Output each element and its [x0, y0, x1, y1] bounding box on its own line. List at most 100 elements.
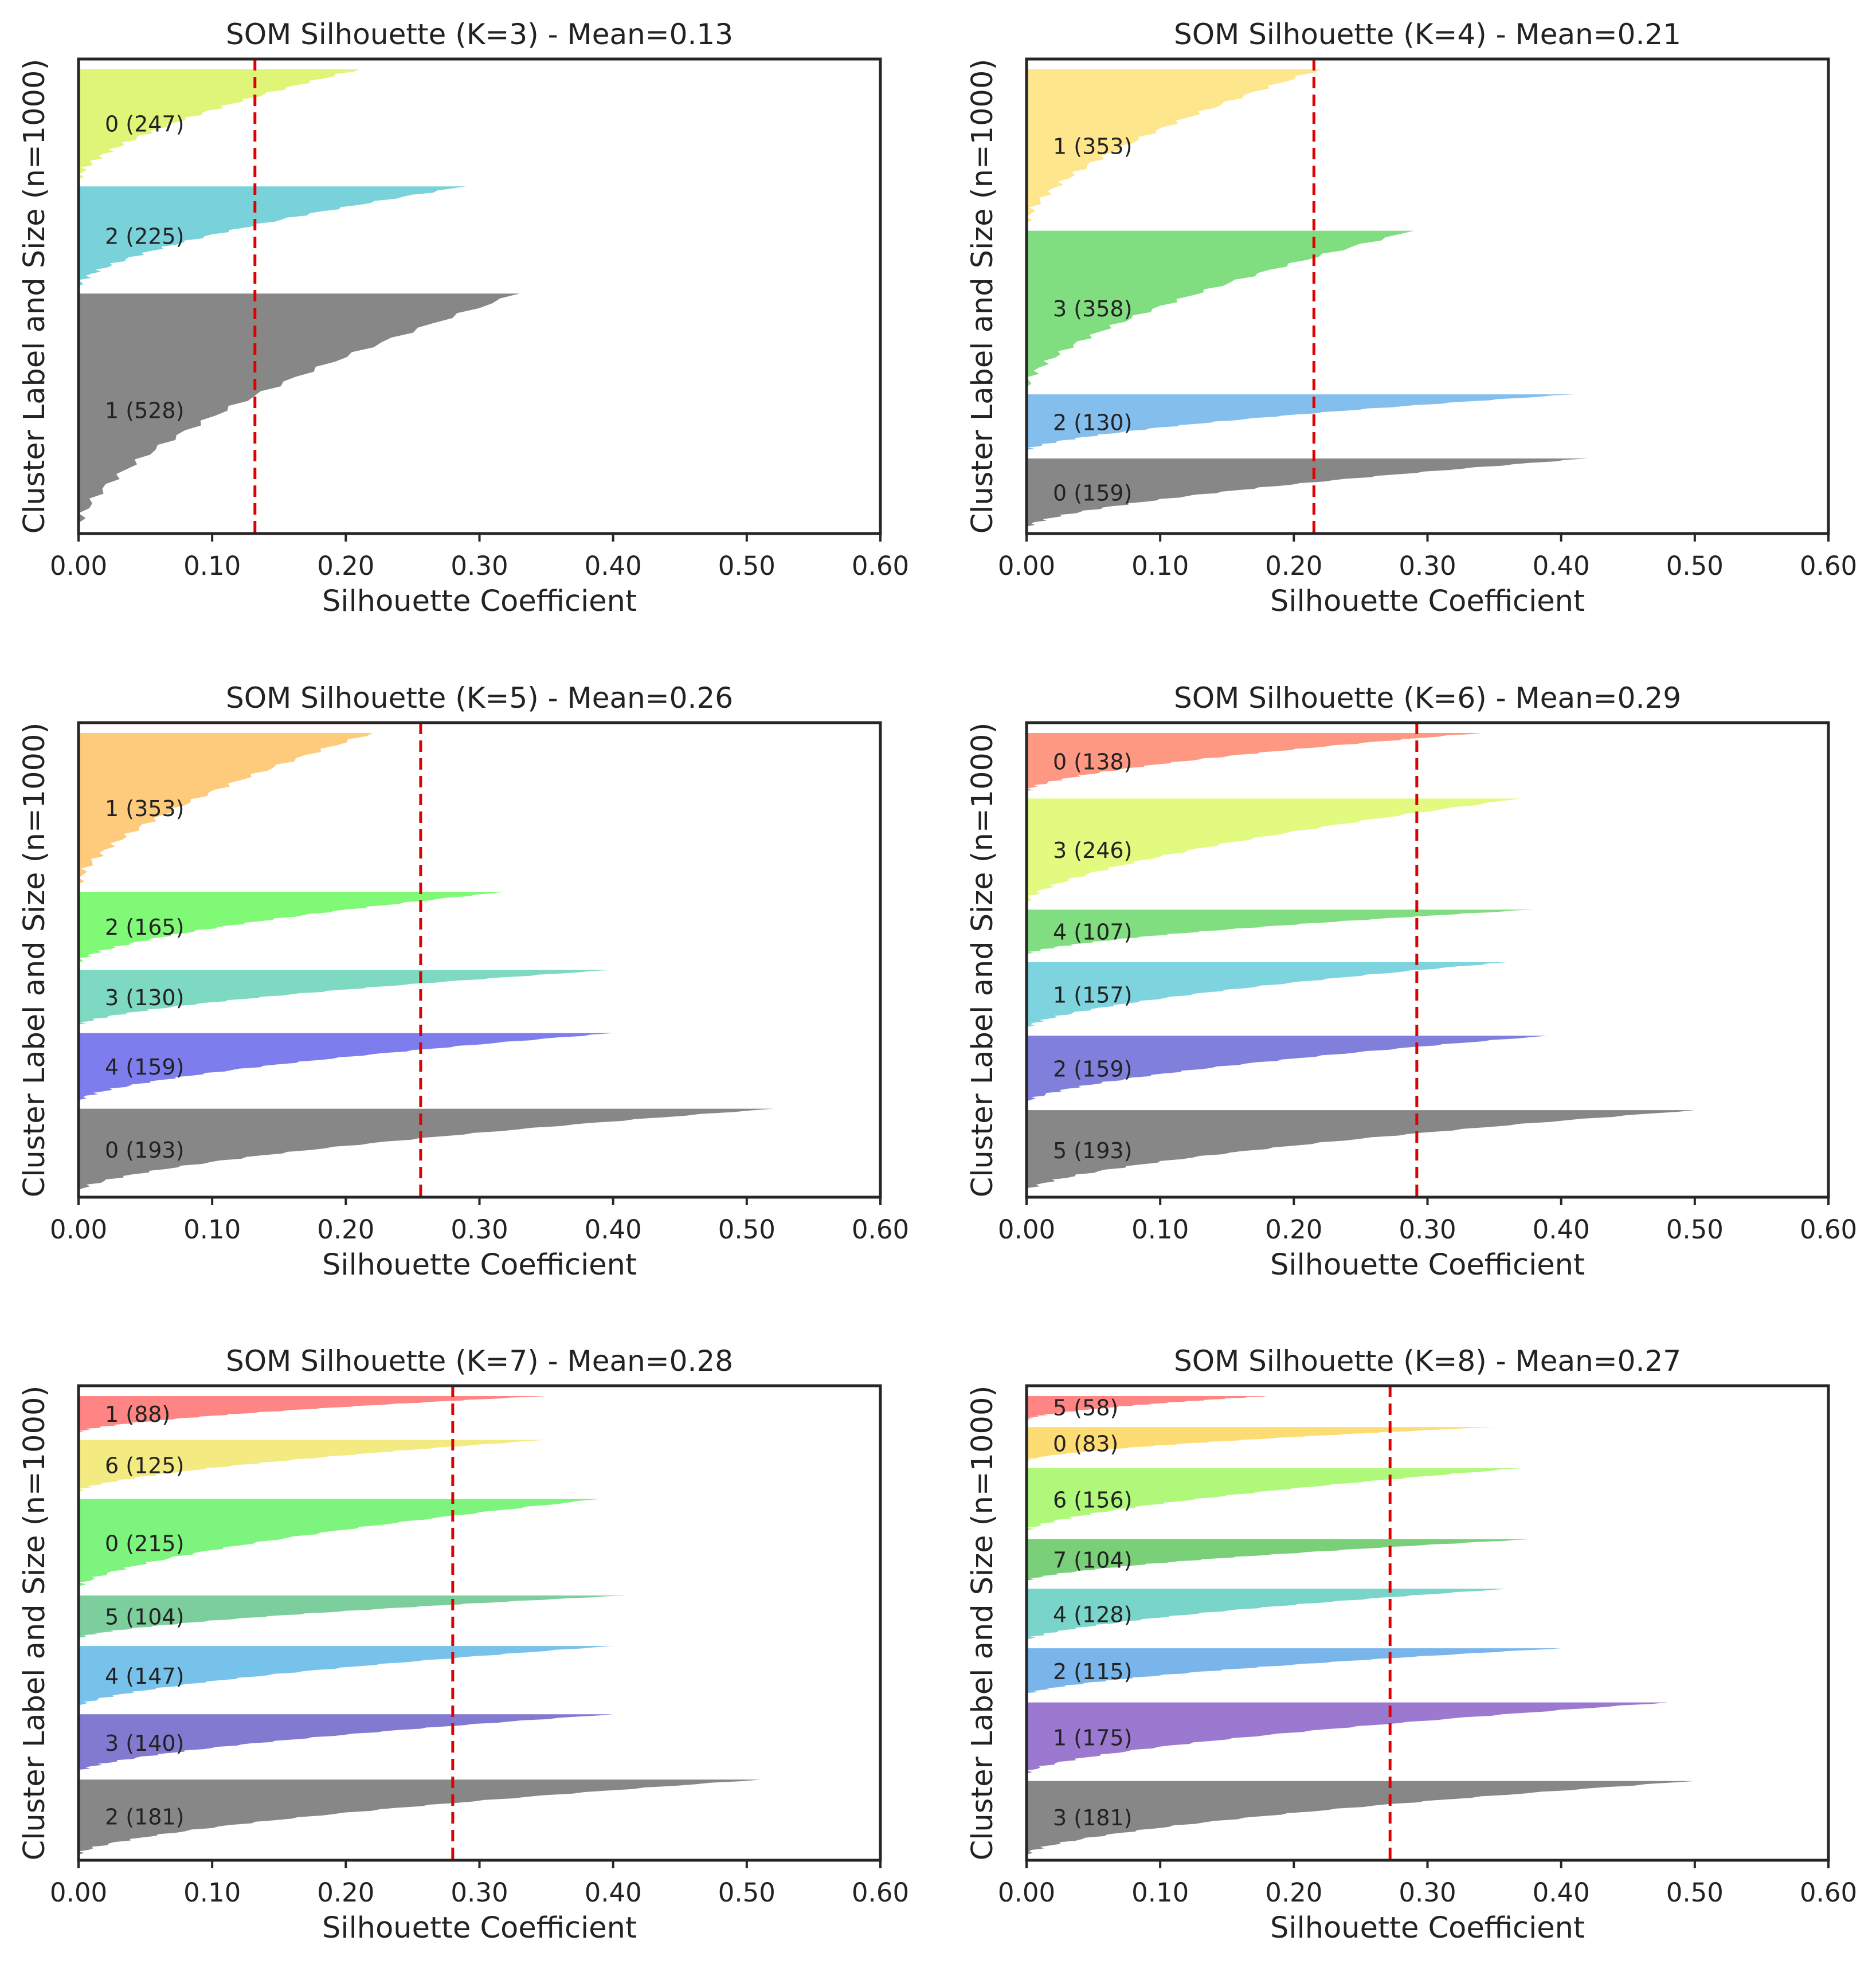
x-tick-label: 0.40 — [585, 1214, 642, 1245]
x-axis-label: Silhouette Coefficient — [322, 1911, 637, 1945]
x-tick-label: 0.20 — [317, 1877, 374, 1908]
cluster-label: 0 (215) — [105, 1531, 184, 1556]
cluster-silhouette — [79, 1595, 626, 1639]
cluster-silhouette — [79, 733, 373, 884]
x-tick-label: 0.40 — [1533, 1877, 1590, 1908]
x-tick-label: 0.10 — [1131, 1214, 1189, 1245]
chart-title: SOM Silhouette (K=3) - Mean=0.13 — [226, 18, 733, 51]
cluster-silhouette — [79, 293, 520, 528]
panel-3: SOM Silhouette (K=5) - Mean=0.26 1 (353) 2… — [18, 681, 909, 1282]
x-tick-label: 0.60 — [1800, 1877, 1857, 1908]
x-tick-label: 0.50 — [1666, 1877, 1724, 1908]
cluster-label: 5 (58) — [1053, 1395, 1118, 1421]
cluster-label: 2 (130) — [1053, 410, 1132, 436]
panel-1: SOM Silhouette (K=3) - Mean=0.13 0 (247) 2… — [18, 18, 909, 618]
x-tick-label: 0.10 — [1131, 551, 1189, 581]
cluster-label: 4 (159) — [105, 1054, 184, 1080]
y-axis-label: Cluster Label and Size (n=1000) — [18, 1386, 52, 1861]
x-tick-label: 0.10 — [183, 551, 241, 581]
cluster-silhouette — [1027, 1702, 1669, 1774]
chart-title: SOM Silhouette (K=4) - Mean=0.21 — [1174, 18, 1681, 51]
cluster-label: 1 (88) — [105, 1402, 170, 1427]
panel-2: SOM Silhouette (K=4) - Mean=0.21 1 (353) 3… — [966, 18, 1857, 618]
cluster-label: 2 (115) — [1053, 1659, 1132, 1684]
x-tick-label: 0.10 — [1131, 1877, 1189, 1908]
x-axis-label: Silhouette Coefficient — [322, 585, 637, 618]
cluster-label: 0 (138) — [1053, 750, 1132, 775]
x-tick-label: 0.20 — [1265, 551, 1322, 581]
cluster-silhouette — [79, 1646, 613, 1707]
x-tick-label: 0.20 — [1265, 1877, 1322, 1908]
cluster-silhouette — [1027, 909, 1534, 955]
cluster-silhouette — [1027, 230, 1415, 387]
x-tick-label: 0.60 — [852, 1877, 909, 1908]
cluster-silhouette — [79, 970, 613, 1026]
cluster-label: 3 (140) — [105, 1731, 184, 1756]
x-tick-label: 0.40 — [585, 551, 642, 581]
cluster-label: 2 (165) — [105, 915, 184, 940]
cluster-silhouette — [79, 1396, 547, 1433]
x-tick-label: 0.30 — [1399, 551, 1456, 581]
cluster-label: 1 (353) — [105, 796, 184, 821]
cluster-silhouette — [1027, 1468, 1521, 1532]
x-tick-label: 0.10 — [183, 1214, 241, 1245]
x-tick-label: 0.30 — [451, 551, 508, 581]
cluster-silhouette — [1027, 733, 1481, 791]
x-tick-label: 0.30 — [1399, 1877, 1456, 1908]
x-tick-label: 0.60 — [1800, 1214, 1857, 1245]
chart-title: SOM Silhouette (K=6) - Mean=0.29 — [1174, 681, 1681, 715]
cluster-label: 0 (159) — [1053, 481, 1132, 506]
cluster-silhouette — [79, 1779, 761, 1855]
cluster-silhouette — [79, 1499, 600, 1588]
cluster-label: 1 (353) — [1053, 134, 1132, 159]
cluster-label: 3 (130) — [105, 985, 184, 1010]
chart-title: SOM Silhouette (K=5) - Mean=0.26 — [226, 681, 733, 715]
x-tick-label: 0.00 — [998, 1877, 1055, 1908]
cluster-silhouette — [79, 892, 507, 963]
cluster-silhouette — [1027, 1539, 1534, 1582]
x-tick-label: 0.50 — [1666, 551, 1724, 581]
cluster-label: 2 (181) — [105, 1805, 184, 1830]
cluster-label: 6 (156) — [1053, 1487, 1132, 1512]
x-tick-label: 0.20 — [317, 1214, 374, 1245]
x-tick-label: 0.00 — [998, 551, 1055, 581]
cluster-label: 3 (246) — [1053, 838, 1132, 863]
x-tick-label: 0.00 — [50, 1214, 107, 1245]
chart-title: SOM Silhouette (K=7) - Mean=0.28 — [226, 1344, 733, 1378]
x-tick-label: 0.10 — [183, 1877, 241, 1908]
cluster-silhouette — [1027, 1589, 1508, 1641]
cluster-silhouette — [1027, 1427, 1495, 1461]
x-axis-label: Silhouette Coefficient — [1270, 1248, 1585, 1282]
cluster-label: 0 (83) — [1053, 1432, 1118, 1457]
panel-5: SOM Silhouette (K=7) - Mean=0.28 1 (88) 6 … — [18, 1344, 909, 1945]
cluster-silhouette — [79, 1714, 613, 1773]
chart-title: SOM Silhouette (K=8) - Mean=0.27 — [1174, 1344, 1681, 1378]
cluster-silhouette — [1027, 1036, 1548, 1103]
x-tick-label: 0.40 — [1533, 551, 1590, 581]
y-axis-label: Cluster Label and Size (n=1000) — [18, 723, 52, 1198]
cluster-label: 3 (358) — [1053, 296, 1132, 322]
cluster-label: 1 (175) — [1053, 1726, 1132, 1751]
y-axis-label: Cluster Label and Size (n=1000) — [18, 59, 52, 534]
cluster-label: 3 (181) — [1053, 1805, 1132, 1830]
x-tick-label: 0.00 — [998, 1214, 1055, 1245]
cluster-label: 2 (225) — [105, 224, 184, 249]
cluster-label: 5 (104) — [105, 1605, 184, 1630]
cluster-label: 0 (247) — [105, 112, 184, 137]
x-tick-label: 0.60 — [1800, 551, 1857, 581]
y-axis-label: Cluster Label and Size (n=1000) — [966, 723, 1000, 1198]
x-tick-label: 0.60 — [852, 551, 909, 581]
cluster-label: 2 (159) — [1053, 1057, 1132, 1082]
cluster-label: 1 (157) — [1053, 983, 1132, 1008]
cluster-label: 4 (107) — [1053, 920, 1132, 945]
cluster-label: 4 (147) — [105, 1664, 184, 1689]
cluster-silhouette — [79, 1033, 613, 1101]
x-tick-label: 0.40 — [1533, 1214, 1590, 1245]
x-tick-label: 0.50 — [718, 1877, 776, 1908]
cluster-silhouette — [1027, 1396, 1267, 1420]
x-tick-label: 0.30 — [451, 1214, 508, 1245]
x-tick-label: 0.00 — [50, 551, 107, 581]
x-tick-label: 0.30 — [1399, 1214, 1456, 1245]
x-tick-label: 0.50 — [718, 1214, 776, 1245]
